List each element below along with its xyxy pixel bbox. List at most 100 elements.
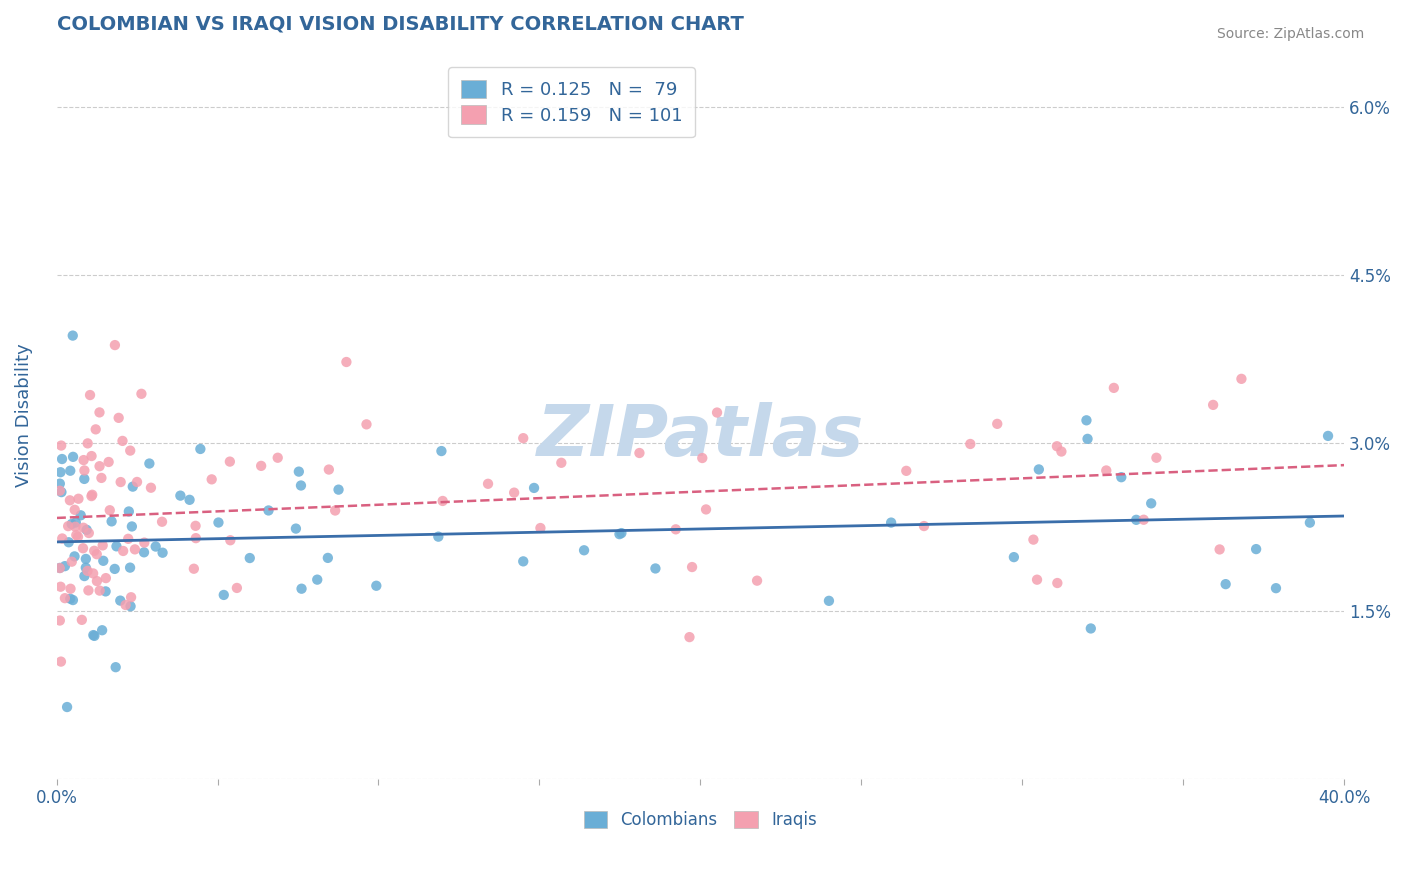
Point <box>290 478 312 492</box>
Point <box>678 630 700 644</box>
Point <box>1026 573 1049 587</box>
Point <box>73 463 96 477</box>
Point <box>110 475 132 489</box>
Point <box>63 549 86 564</box>
Point <box>121 480 143 494</box>
Point <box>83 543 105 558</box>
Point <box>1095 463 1118 477</box>
Point <box>335 355 357 369</box>
Point <box>572 543 595 558</box>
Point <box>79 388 101 402</box>
Point <box>190 442 212 456</box>
Point <box>139 481 162 495</box>
Point <box>51 452 73 467</box>
Point <box>76 523 98 537</box>
Point <box>1022 533 1045 547</box>
Point <box>503 485 526 500</box>
Point <box>523 481 546 495</box>
Point <box>1050 444 1073 458</box>
Point <box>219 533 242 548</box>
Point <box>912 519 935 533</box>
Point <box>60 516 83 531</box>
Point <box>49 580 72 594</box>
Point <box>94 584 117 599</box>
Point <box>89 583 111 598</box>
Point <box>59 582 82 596</box>
Point <box>67 491 90 506</box>
Point <box>91 554 114 568</box>
Point <box>628 446 651 460</box>
Point <box>184 518 207 533</box>
Point <box>430 444 453 458</box>
Point <box>356 417 378 432</box>
Point <box>53 559 76 574</box>
Point <box>75 552 97 566</box>
Point <box>1002 550 1025 565</box>
Point <box>218 454 240 468</box>
Point <box>76 564 98 578</box>
Point <box>90 471 112 485</box>
Point <box>1132 513 1154 527</box>
Point <box>512 554 534 568</box>
Point <box>69 508 91 523</box>
Point <box>432 494 454 508</box>
Point <box>609 527 631 541</box>
Point <box>66 530 89 544</box>
Point <box>49 476 72 491</box>
Point <box>316 550 339 565</box>
Point <box>86 547 108 561</box>
Point <box>49 483 72 498</box>
Point <box>82 628 104 642</box>
Point <box>86 574 108 588</box>
Point <box>49 655 72 669</box>
Point <box>250 458 273 473</box>
Point <box>91 538 114 552</box>
Point <box>91 624 114 638</box>
Point <box>104 338 127 352</box>
Point <box>100 515 122 529</box>
Point <box>80 489 103 503</box>
Text: COLOMBIAN VS IRAQI VISION DISABILITY CORRELATION CHART: COLOMBIAN VS IRAQI VISION DISABILITY COR… <box>56 15 744 34</box>
Point <box>477 476 499 491</box>
Point <box>529 521 551 535</box>
Point <box>257 503 280 517</box>
Point <box>89 459 111 474</box>
Point <box>1076 413 1098 427</box>
Point <box>77 526 100 541</box>
Point <box>150 515 173 529</box>
Point <box>212 588 235 602</box>
Point <box>70 613 93 627</box>
Point <box>706 405 728 419</box>
Point <box>818 594 841 608</box>
Point <box>60 555 83 569</box>
Point <box>97 455 120 469</box>
Point <box>427 530 450 544</box>
Point <box>75 560 97 574</box>
Point <box>51 532 73 546</box>
Point <box>51 439 73 453</box>
Point <box>207 516 229 530</box>
Point <box>1046 439 1069 453</box>
Point <box>610 526 633 541</box>
Point <box>120 443 142 458</box>
Text: Source: ZipAtlas.com: Source: ZipAtlas.com <box>1216 27 1364 41</box>
Y-axis label: Vision Disability: Vision Disability <box>15 343 32 487</box>
Point <box>184 531 207 545</box>
Point <box>114 598 136 612</box>
Point <box>1046 576 1069 591</box>
Point <box>62 593 84 607</box>
Point <box>644 561 666 575</box>
Point <box>84 422 107 436</box>
Point <box>62 450 84 464</box>
Point <box>665 522 688 536</box>
Point <box>124 542 146 557</box>
Point <box>63 503 86 517</box>
Point <box>58 535 80 549</box>
Point <box>307 573 329 587</box>
Point <box>145 540 167 554</box>
Point <box>56 519 79 533</box>
Point <box>550 456 572 470</box>
Point <box>117 532 139 546</box>
Point <box>1265 581 1288 595</box>
Point <box>118 504 141 518</box>
